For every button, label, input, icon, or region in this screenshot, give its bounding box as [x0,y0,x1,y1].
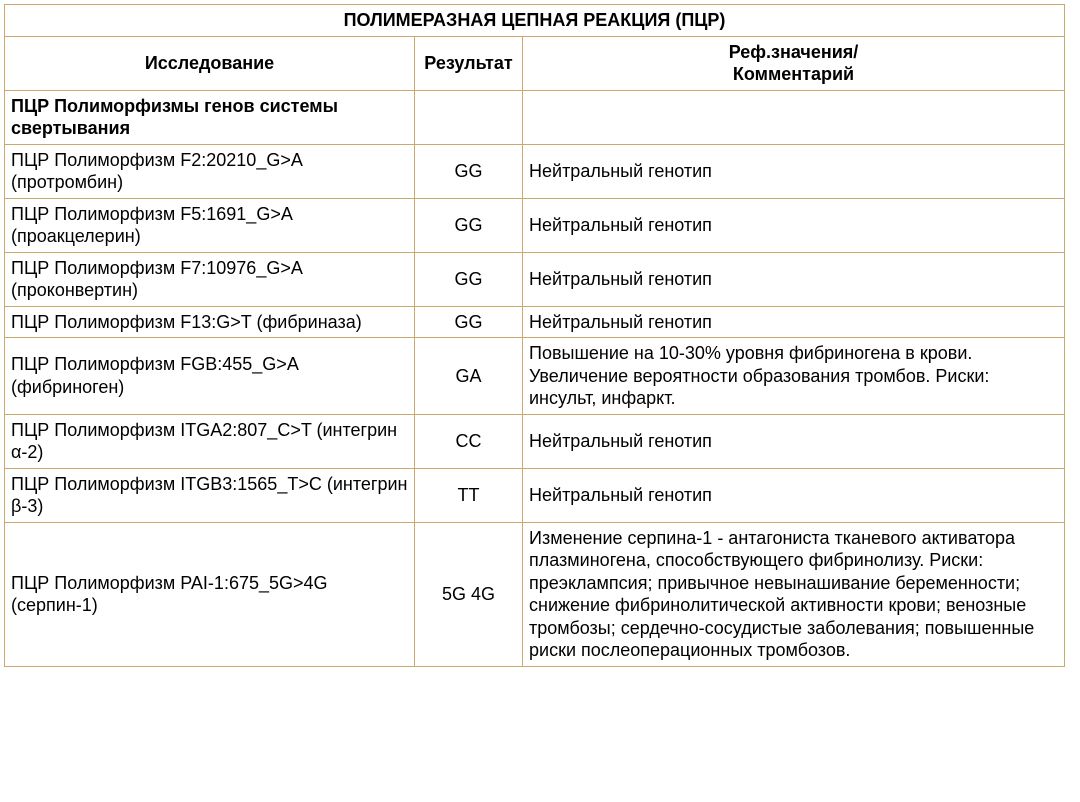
table-row: ПЦР Полиморфизм F2:20210_G>A (протромбин… [5,144,1065,198]
test-name-cell: ПЦР Полиморфизм F2:20210_G>A (протромбин… [5,144,415,198]
test-name-cell: ПЦР Полиморфизм ITGA2:807_C>T (интегрин … [5,414,415,468]
test-name-cell: ПЦР Полиморфизм PAI-1:675_5G>4G (серпин-… [5,522,415,666]
test-name-cell: ПЦР Полиморфизм F7:10976_G>A (проконверт… [5,252,415,306]
result-cell: GG [415,252,523,306]
test-name-cell: ПЦР Полиморфизм ITGB3:1565_T>C (интегрин… [5,468,415,522]
section-label: ПЦР Полиморфизмы генов системы свертыван… [5,90,415,144]
col-header-reference: Реф.значения/ Комментарий [523,36,1065,90]
reference-cell: Нейтральный генотип [523,144,1065,198]
section-empty-result [415,90,523,144]
result-cell: GG [415,306,523,338]
table-row: ПЦР Полиморфизм F13:G>T (фибриназа) GG Н… [5,306,1065,338]
test-name-cell: ПЦР Полиморфизм F5:1691_G>A (проакцелери… [5,198,415,252]
table-title: ПОЛИМЕРАЗНАЯ ЦЕПНАЯ РЕАКЦИЯ (ПЦР) [5,5,1065,37]
result-cell: GG [415,198,523,252]
col-header-test: Исследование [5,36,415,90]
section-empty-ref [523,90,1065,144]
reference-cell: Нейтральный генотип [523,252,1065,306]
reference-cell: Нейтральный генотип [523,468,1065,522]
title-row: ПОЛИМЕРАЗНАЯ ЦЕПНАЯ РЕАКЦИЯ (ПЦР) [5,5,1065,37]
table-row: ПЦР Полиморфизм ITGA2:807_C>T (интегрин … [5,414,1065,468]
table-row: ПЦР Полиморфизм FGB:455_G>A (фибриноген)… [5,338,1065,415]
reference-cell: Нейтральный генотип [523,414,1065,468]
result-cell: GG [415,144,523,198]
col-header-result: Результат [415,36,523,90]
result-cell: TT [415,468,523,522]
table-row: ПЦР Полиморфизм F5:1691_G>A (проакцелери… [5,198,1065,252]
section-row: ПЦР Полиморфизмы генов системы свертыван… [5,90,1065,144]
table-row: ПЦР Полиморфизм PAI-1:675_5G>4G (серпин-… [5,522,1065,666]
reference-cell: Изменение серпина-1 - антагониста тканев… [523,522,1065,666]
result-cell: GA [415,338,523,415]
col-header-reference-l2: Комментарий [733,64,854,84]
col-header-reference-l1: Реф.значения/ [729,42,859,62]
reference-cell: Повышение на 10-30% уровня фибриногена в… [523,338,1065,415]
reference-cell: Нейтральный генотип [523,198,1065,252]
header-row: Исследование Результат Реф.значения/ Ком… [5,36,1065,90]
test-name-cell: ПЦР Полиморфизм FGB:455_G>A (фибриноген) [5,338,415,415]
result-cell: 5G 4G [415,522,523,666]
reference-cell: Нейтральный генотип [523,306,1065,338]
table-row: ПЦР Полиморфизм F7:10976_G>A (проконверт… [5,252,1065,306]
table-row: ПЦР Полиморфизм ITGB3:1565_T>C (интегрин… [5,468,1065,522]
pcr-report-table: ПОЛИМЕРАЗНАЯ ЦЕПНАЯ РЕАКЦИЯ (ПЦР) Исслед… [4,4,1065,667]
test-name-cell: ПЦР Полиморфизм F13:G>T (фибриназа) [5,306,415,338]
result-cell: CC [415,414,523,468]
